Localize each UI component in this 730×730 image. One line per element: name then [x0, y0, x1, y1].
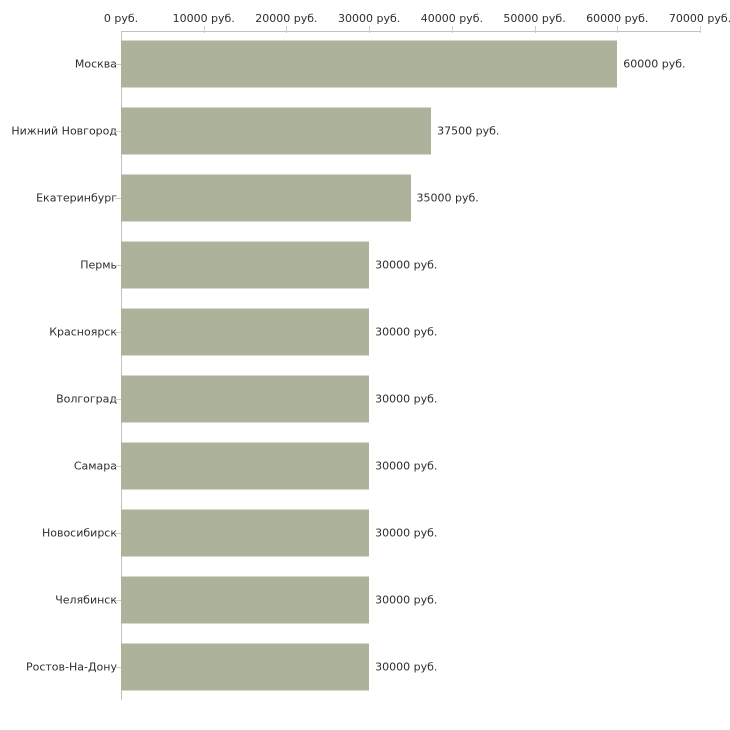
- x-axis-line: [121, 31, 701, 32]
- y-axis-tick: [115, 532, 121, 534]
- x-axis-tick-label: 30000 руб.: [338, 12, 401, 25]
- y-axis-tick: [115, 198, 121, 200]
- category-label: Самара: [73, 459, 117, 473]
- category-label: Екатеринбург: [36, 191, 117, 205]
- y-axis-line: [121, 31, 122, 700]
- x-axis-tick: [286, 26, 288, 33]
- x-axis-tick-label: 0 руб.: [103, 12, 139, 25]
- value-label: 30000 руб.: [375, 258, 438, 272]
- bar: [121, 442, 370, 490]
- value-label: 60000 руб.: [623, 57, 686, 71]
- x-axis-tick-label: 70000 руб.: [668, 12, 730, 25]
- value-label: 30000 руб.: [375, 325, 438, 339]
- x-axis-tick: [534, 26, 536, 33]
- bar-row: Красноярск 30000 руб.: [0, 299, 730, 366]
- bar: [121, 174, 411, 222]
- y-axis-tick: [115, 64, 121, 66]
- y-axis-tick: [115, 666, 121, 668]
- y-axis-tick: [115, 465, 121, 467]
- value-label: 35000 руб.: [416, 191, 479, 205]
- x-axis-tick-label: 40000 руб.: [420, 12, 483, 25]
- x-axis-tick-label: 20000 руб.: [255, 12, 318, 25]
- x-axis-tick: [700, 26, 701, 33]
- category-label: Ростов-На-Дону: [25, 660, 117, 674]
- bar: [121, 308, 370, 356]
- bar: [121, 40, 618, 88]
- x-axis-tick-label: 50000 руб.: [503, 12, 566, 25]
- bar-row: Челябинск 30000 руб.: [0, 566, 730, 633]
- y-axis-tick: [115, 131, 121, 133]
- bar: [121, 241, 370, 289]
- value-label: 37500 руб.: [437, 124, 500, 138]
- x-axis-tick: [617, 26, 619, 33]
- category-label: Красноярск: [49, 325, 117, 339]
- category-label: Новосибирск: [41, 526, 117, 540]
- y-axis-tick: [115, 599, 121, 601]
- bar-row: Нижний Новгород 37500 руб.: [0, 98, 730, 165]
- value-label: 30000 руб.: [375, 660, 438, 674]
- x-axis-tick: [451, 26, 453, 33]
- bar: [121, 375, 370, 423]
- y-axis-tick: [115, 332, 121, 334]
- bar-row: Ростов-На-Дону 30000 руб.: [0, 633, 730, 700]
- category-label: Волгоград: [56, 392, 117, 406]
- value-label: 30000 руб.: [375, 526, 438, 540]
- bar-row: Екатеринбург 35000 руб.: [0, 165, 730, 232]
- bar-row: Новосибирск 30000 руб.: [0, 499, 730, 566]
- bar-row: Пермь 30000 руб.: [0, 232, 730, 299]
- bar-row: Москва 60000 руб.: [0, 31, 730, 98]
- bar: [121, 509, 370, 557]
- category-label: Москва: [74, 57, 117, 71]
- value-label: 30000 руб.: [375, 392, 438, 406]
- x-axis-tick: [369, 26, 371, 33]
- y-axis-tick: [115, 265, 121, 267]
- category-label: Пермь: [80, 258, 117, 272]
- bar: [121, 576, 370, 624]
- y-axis-tick: [115, 398, 121, 400]
- bar-row: Самара 30000 руб.: [0, 432, 730, 499]
- bar-row: Волгоград 30000 руб.: [0, 366, 730, 433]
- x-axis-tick-label: 10000 руб.: [172, 12, 235, 25]
- x-axis-tick: [203, 26, 205, 33]
- value-label: 30000 руб.: [375, 593, 438, 607]
- value-label: 30000 руб.: [375, 459, 438, 473]
- bar: [121, 643, 370, 691]
- bar: [121, 107, 432, 155]
- category-label: Нижний Новгород: [11, 124, 117, 138]
- category-label: Челябинск: [55, 593, 117, 607]
- x-axis-tick-label: 60000 руб.: [586, 12, 649, 25]
